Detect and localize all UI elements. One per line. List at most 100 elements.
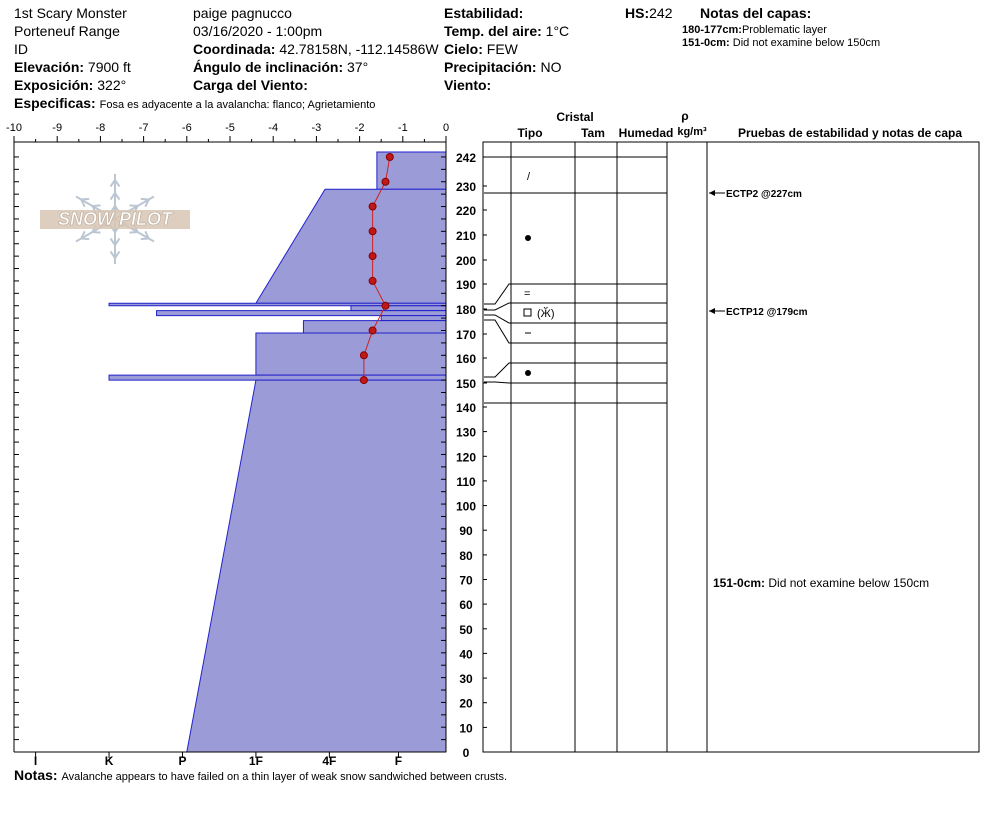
snowflake-branch [129,204,138,207]
logo-text: SNOW PILOT [58,209,174,229]
temp-tick-label: -1 [398,122,408,134]
layer-note-2-range: 151-0cm: [682,37,730,49]
snow-height: HS:242 [625,6,672,20]
col-tests: Pruebas de estabilidad y notas de capa [738,126,962,140]
layer-notes-title: Notas del capas: [700,5,812,21]
snowflake-branch [114,179,121,188]
hs-label: HS: [625,5,650,21]
temperature-point [368,227,377,236]
snowpilot-logo: SNOW PILOT [40,174,190,264]
depth-label: 100 [456,500,476,514]
sky-label: Cielo: [444,41,483,57]
col-tipo: Tipo [517,126,542,140]
depth-label: 110 [456,475,476,489]
snowflake-branch [80,199,86,208]
snowflake-branch [144,230,150,239]
crystal-symbol: / [527,171,531,183]
elevation-value: 7900 ft [87,59,131,75]
temp-tick-label: -8 [96,122,106,134]
snowflake-branch [109,237,116,246]
temp-tick-label: -3 [312,122,322,134]
layer-panel: 2422302202102001901801701601501401301201… [456,141,980,760]
crystal-symbol [525,235,531,241]
hardness-layer-4 [156,310,447,317]
precip-value: NO [540,59,562,75]
layer-note-2-text: Did not examine below 150cm [732,37,881,49]
range-name: Porteneuf Range [14,23,120,39]
depth-label: 230 [456,180,476,194]
elevation-label: Elevación: [14,59,85,75]
temperature-point [368,326,377,335]
depth-label: 80 [459,549,473,563]
layer-connector [484,381,515,384]
depth-label: 200 [456,254,476,268]
slope-angle: Ángulo de inclinación: 37° [193,60,368,74]
temperature-point [359,351,368,360]
temp-tick-label: -10 [6,122,22,134]
temperature-point [368,252,377,261]
notes-text: Avalanche appears to have failed on a th… [61,771,508,783]
layer-note-1-text: Problematic layer [741,24,827,36]
depth-label: 190 [456,278,476,292]
snowflake-branch [129,231,138,234]
depth-label: 30 [459,672,473,686]
stability-test-label: ECTP12 @179cm [726,307,808,318]
crystal-symbol: = [524,288,530,300]
layer-note-1-range: 180-177cm: [682,24,742,36]
sky: Cielo: FEW [444,42,518,56]
air-temp-label: Temp. del aire: [444,23,542,39]
depth-label: 90 [459,524,473,538]
hardness-label: 4F [322,754,336,768]
temp-tick-label: -6 [182,122,192,134]
observer: paige pagnucco [193,5,292,21]
stability-label: Estabilidad: [444,5,524,21]
depth-label: 120 [456,450,476,464]
col-rho: ρ [681,109,688,123]
temperature-line [363,156,391,381]
snowflake-branch [81,237,90,241]
depth-label: 242 [456,151,476,165]
precipitation: Precipitación: NO [444,60,561,74]
temperature-point [385,153,394,161]
slope-value: 37° [347,59,369,75]
snowflake-branch [80,230,86,239]
hardness-label: P [178,754,186,768]
temp-tick-label: -7 [139,122,149,134]
snowflake-branch [140,197,149,201]
col-cristal: Cristal [556,110,593,124]
footer-notes: Notas: Avalanche appears to have failed … [14,768,507,783]
depth-label: 20 [459,697,473,711]
wind-label: Viento: [444,77,492,93]
coordinate-label: Coordinada: [193,41,276,57]
col-humedad: Humedad [619,126,674,140]
hs-value: 242 [649,5,673,21]
snowflake-branch [144,199,150,208]
depth-label: 60 [459,598,473,612]
hardness-layer-7 [255,332,447,376]
hardness-label: 1F [249,754,263,768]
hardness-layer-1 [255,188,447,304]
notes-label: Notas: [14,767,58,783]
specifics-label: Especificas: [14,95,96,111]
col-density-unit: kg/m³ [677,126,707,138]
coordinate-value: 42.78158N, -112.14586W [279,41,439,57]
wind-load-label: Carga del Viento: [193,77,308,93]
depth-label: 50 [459,623,473,637]
bottom-note-range: 151-0cm: [713,576,765,590]
precip-label: Precipitación: [444,59,537,75]
temperature-point [368,276,377,285]
layer-note-1: 180-177cm:Problematic layer [682,25,827,36]
stability-test-label: ECTP2 @227cm [726,189,802,200]
depth-label: 220 [456,204,476,218]
location-name: 1st Scary Monster [14,5,127,21]
snowflake-branch [109,250,116,259]
depth-label: 170 [456,328,476,342]
layer-connector [484,319,515,344]
depth-label: 10 [459,721,473,735]
depth-label: 40 [459,647,473,661]
depth-label: 160 [456,352,476,366]
temp-tick-label: -2 [355,122,365,134]
temperature-point [359,376,368,385]
left-axes: -10 -9 -8 -7 -6 -5 -4 -3 -2 -1 0I K P 1F 4F F [6,122,449,768]
